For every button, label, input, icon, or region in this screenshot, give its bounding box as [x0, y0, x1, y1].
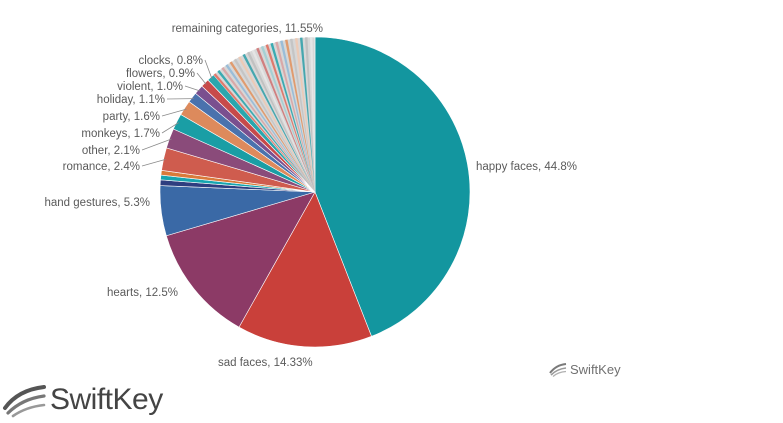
- remaining-category-stripe: [309, 37, 315, 192]
- pie-label-happy-faces: happy faces, 44.8%: [476, 161, 577, 173]
- remaining-categories-stripes: [213, 37, 315, 193]
- pie-label-sad-faces: sad faces, 14.33%: [218, 357, 313, 369]
- pie-label-hearts: hearts, 12.5%: [107, 287, 178, 299]
- remaining-category-stripe: [265, 44, 315, 192]
- remaining-category-stripe: [217, 70, 315, 192]
- remaining-category-stripe: [270, 42, 315, 192]
- swiftkey-wordmark: SwiftKey: [50, 383, 163, 416]
- remaining-category-stripe: [247, 51, 315, 192]
- remaining-category-stripe: [242, 53, 315, 193]
- pie-label-clocks: clocks, 0.8%: [138, 55, 203, 67]
- pie-slice-hearts: [165, 191, 316, 328]
- pie-slice-sad-faces: [238, 191, 372, 348]
- remaining-category-stripe: [280, 40, 315, 193]
- pie-leader-lines: [141, 59, 213, 167]
- pie-leader-romance: [141, 159, 166, 167]
- pie-label-party: party, 1.6%: [103, 111, 160, 123]
- pie-leader-other: [141, 138, 172, 151]
- remaining-category-stripe: [229, 61, 315, 192]
- pie-label-hand-gestures: hand gestures, 5.3%: [45, 197, 151, 209]
- pie-leader-flowers: [196, 72, 207, 85]
- swiftkey-wordmark-small: SwiftKey: [570, 361, 621, 377]
- swiftkey-logo: SwiftKey: [2, 382, 163, 418]
- pie-leader-monkeys: [161, 122, 179, 134]
- remaining-category-stripe: [256, 47, 315, 192]
- remaining-category-stripe: [275, 41, 315, 192]
- pie-slices: [159, 36, 471, 348]
- remaining-category-stripe: [221, 66, 315, 192]
- remaining-category-stripe: [294, 38, 315, 192]
- remaining-category-stripe: [299, 37, 315, 193]
- swiftkey-logo-small: SwiftKey: [548, 360, 621, 378]
- pie-label-remaining-categories: remaining categories, 11.55%: [172, 23, 323, 35]
- remaining-category-stripe: [213, 73, 315, 192]
- remaining-category-stripe: [233, 58, 315, 193]
- remaining-category-stripe: [285, 39, 315, 193]
- swiftkey-swoosh-icon: [3, 385, 46, 418]
- remaining-category-stripe: [304, 37, 315, 193]
- pie-leader-violent: [184, 85, 201, 92]
- pie-label-holiday: holiday, 1.1%: [97, 94, 165, 106]
- pie-slice-happy-faces: [314, 36, 471, 337]
- pie-leader-party: [161, 108, 187, 117]
- pie-leader-clocks: [204, 59, 213, 80]
- remaining-category-stripe: [289, 38, 315, 193]
- pie-label-other: other, 2.1%: [82, 145, 140, 157]
- pie-label-flowers: flowers, 0.9%: [126, 68, 195, 80]
- swiftkey-swoosh-icon: [549, 363, 567, 377]
- remaining-category-stripe: [238, 56, 315, 192]
- pie-label-violent: violent, 1.0%: [117, 81, 183, 93]
- remaining-category-stripe: [260, 45, 315, 192]
- remaining-category-stripe: [225, 64, 315, 192]
- pie-label-romance: romance, 2.4%: [63, 161, 140, 173]
- remaining-category-stripe: [251, 49, 315, 192]
- pie-labels: happy faces, 44.8% sad faces, 14.33% heart…: [45, 23, 578, 369]
- pie-label-monkeys: monkeys, 1.7%: [81, 128, 160, 140]
